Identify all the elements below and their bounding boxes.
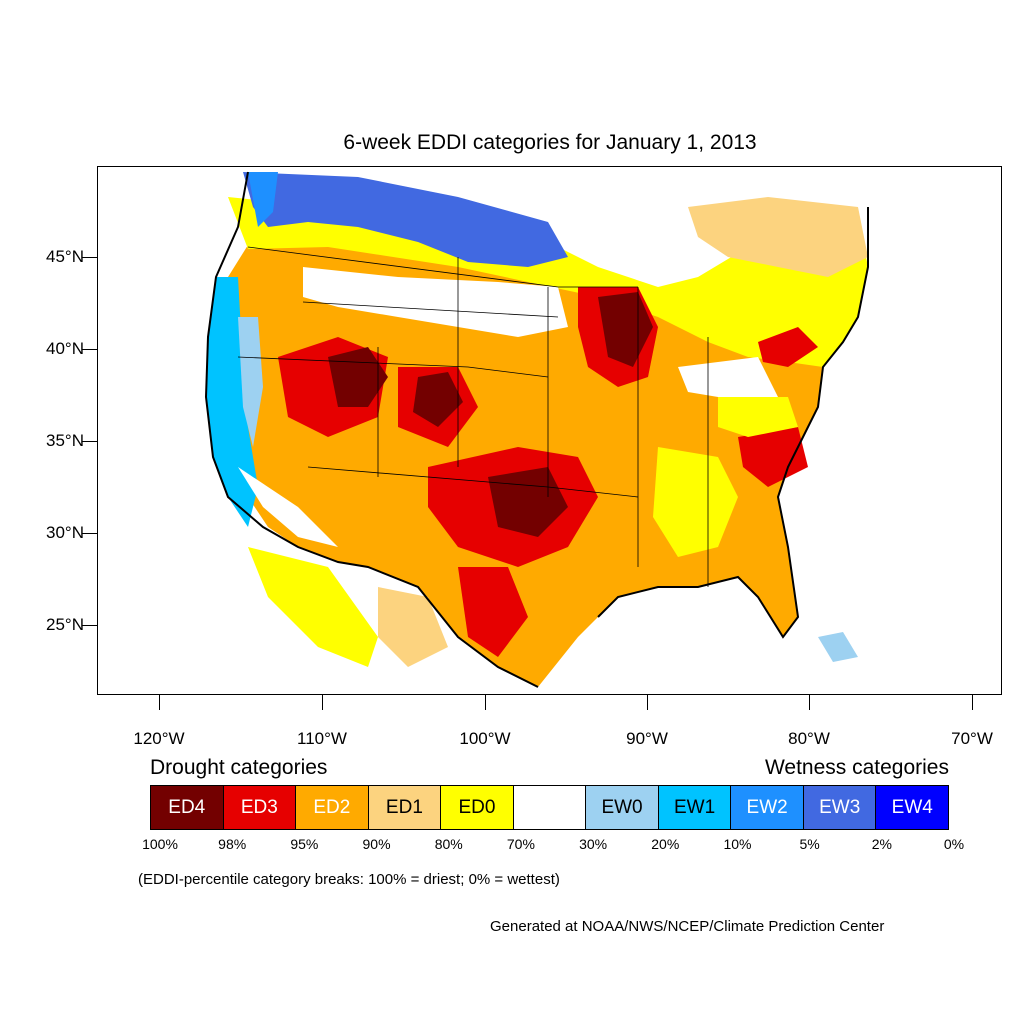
legend-break-label: 5% xyxy=(799,836,820,852)
lon-label-100: 100°W xyxy=(459,729,511,748)
legend-cell-ed4: ED4 xyxy=(151,786,224,829)
legend-break-label: 70% xyxy=(506,836,535,852)
lon-label-70: 70°W xyxy=(951,729,993,748)
lat-tick xyxy=(82,625,97,627)
lat-label-45: 45°N xyxy=(46,247,84,266)
drought-categories-heading: Drought categories xyxy=(150,756,328,779)
legend-break-label: 20% xyxy=(651,836,680,852)
legend-break-label: 30% xyxy=(579,836,608,852)
lon-tick xyxy=(159,695,161,710)
legend-cell-ew2: EW2 xyxy=(731,786,804,829)
lat-label-25: 25°N xyxy=(46,615,84,634)
legend-break-label: 95% xyxy=(290,836,319,852)
coastline xyxy=(204,171,869,688)
lat-tick xyxy=(82,533,97,535)
legend-colorbar: ED4 ED3 ED2 ED1 ED0 EW0 EW1 EW2 EW3 EW4 xyxy=(150,785,949,830)
lon-tick xyxy=(647,695,649,710)
lon-label-110: 110°W xyxy=(297,729,347,748)
lon-tick xyxy=(322,695,324,710)
credit-line: Generated at NOAA/NWS/NCEP/Climate Predi… xyxy=(490,918,885,935)
lat-tick xyxy=(82,257,97,259)
legend-cell-normal xyxy=(513,786,587,829)
lat-label-40: 40°N xyxy=(46,339,84,358)
legend-cell-ew1: EW1 xyxy=(658,786,732,829)
lon-label-80: 80°W xyxy=(788,729,830,748)
legend-cell-ed0: ED0 xyxy=(441,786,514,829)
legend-break-label: 98% xyxy=(218,836,247,852)
legend-break-label: 100% xyxy=(142,836,178,852)
lon-tick xyxy=(809,695,811,710)
lat-label-35: 35°N xyxy=(46,431,84,450)
legend-cell-ed2: ED2 xyxy=(296,786,369,829)
legend-break-label: 2% xyxy=(871,836,892,852)
chart-title: 6-week EDDI categories for January 1, 20… xyxy=(343,131,757,154)
state-boundaries xyxy=(237,246,709,587)
conus-eddi-map xyxy=(204,171,869,688)
map-panel xyxy=(97,166,1002,695)
lon-tick xyxy=(972,695,974,710)
legend-cell-ed3: ED3 xyxy=(223,786,297,829)
legend-cell-ew0: EW0 xyxy=(586,786,659,829)
lon-tick xyxy=(485,695,487,710)
breaks-note: (EDDI-percentile category breaks: 100% =… xyxy=(138,871,560,888)
lat-label-30: 30°N xyxy=(46,523,84,542)
legend-cell-ew3: EW3 xyxy=(803,786,877,829)
legend-break-label: 10% xyxy=(723,836,752,852)
legend-cell-ed1: ED1 xyxy=(368,786,442,829)
legend-break-label: 90% xyxy=(362,836,391,852)
legend-cell-ew4: EW4 xyxy=(876,786,949,829)
lon-label-120: 120°W xyxy=(133,729,185,748)
lat-tick xyxy=(82,441,97,443)
lat-tick xyxy=(82,349,97,351)
legend-break-label: 80% xyxy=(434,836,463,852)
legend-break-label: 0% xyxy=(943,836,965,852)
wetness-categories-heading: Wetness categories xyxy=(764,756,949,779)
lon-label-90: 90°W xyxy=(626,729,668,748)
